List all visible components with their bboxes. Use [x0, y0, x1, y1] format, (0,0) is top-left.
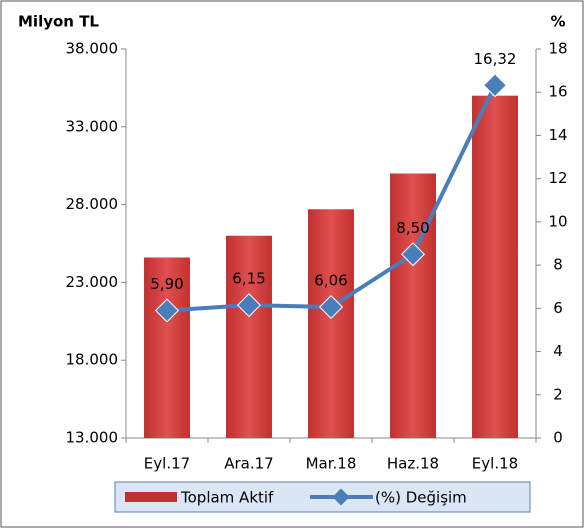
data-label: 5,90 — [150, 275, 183, 293]
bar — [144, 257, 190, 438]
x-tick-label: Ara.17 — [224, 455, 273, 473]
bar — [226, 235, 272, 438]
y-tick-label: 23.000 — [66, 273, 119, 291]
y2-tick-label: 16 — [548, 83, 567, 101]
legend-label: Toplam Aktif — [180, 489, 274, 507]
y2-tick-label: 12 — [548, 169, 567, 187]
line-marker — [400, 242, 426, 267]
data-label: 6,15 — [232, 270, 265, 288]
line-marker — [236, 293, 262, 318]
x-tick-label: Haz.18 — [387, 455, 439, 473]
y-tick-label: 13.000 — [66, 429, 119, 447]
legend-swatch — [125, 492, 177, 502]
y-axis-title: Milyon TL — [18, 13, 99, 31]
y2-tick-label: 18 — [548, 40, 567, 58]
data-label: 6,06 — [314, 272, 347, 290]
bar — [308, 209, 354, 438]
y-tick-label: 28.000 — [66, 195, 119, 213]
legend-marker — [332, 488, 350, 506]
y2-axis-title: % — [550, 13, 565, 31]
y2-tick-label: 0 — [553, 429, 563, 447]
x-tick-label: Eyl.17 — [144, 455, 190, 473]
y2-tick-label: 14 — [548, 126, 567, 144]
y-tick-label: 38.000 — [66, 40, 119, 58]
line-marker — [154, 298, 180, 323]
y2-tick-label: 4 — [553, 342, 563, 360]
y2-tick-label: 8 — [553, 256, 563, 274]
bar — [390, 173, 436, 439]
y2-tick-label: 10 — [548, 212, 567, 230]
y2-tick-label: 2 — [553, 385, 563, 403]
x-tick-label: Eyl.18 — [472, 455, 518, 473]
line-marker — [318, 295, 344, 320]
y-tick-label: 18.000 — [66, 351, 119, 369]
x-tick-label: Mar.18 — [306, 455, 357, 473]
legend-label: (%) Değişim — [375, 489, 467, 507]
line-marker — [482, 73, 508, 98]
bar — [472, 95, 518, 439]
y-tick-label: 33.000 — [66, 117, 119, 135]
data-label: 16,32 — [474, 50, 517, 68]
data-label: 8,50 — [396, 219, 429, 237]
y2-tick-label: 6 — [553, 299, 563, 317]
